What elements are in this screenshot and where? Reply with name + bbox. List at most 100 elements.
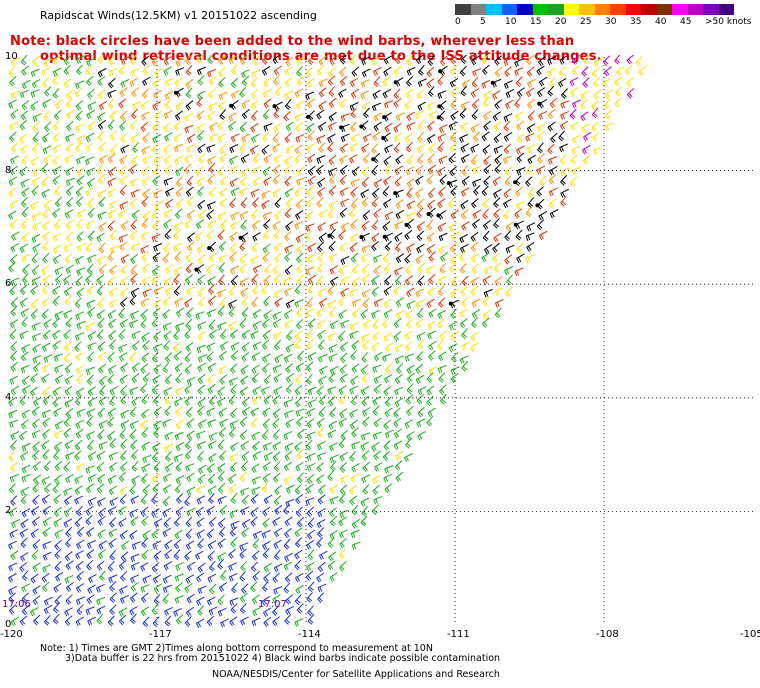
wind-barb [76, 64, 83, 76]
wind-barb [197, 321, 207, 331]
wind-barb [492, 111, 501, 122]
wind-barb [162, 507, 171, 518]
wind-barb [525, 254, 535, 264]
wind-barb [241, 133, 251, 143]
wind-barb [461, 296, 469, 308]
wind-barb [120, 551, 129, 562]
wind-barb [76, 287, 85, 298]
wind-barb [383, 373, 393, 384]
wind-barb [395, 154, 404, 165]
wind-barb [141, 276, 151, 286]
wind-barb [141, 196, 149, 208]
wind-barb [296, 243, 305, 254]
wind-barb [142, 132, 150, 143]
wind-barb [273, 586, 283, 595]
wind-barb [338, 330, 346, 342]
wind-barb [207, 68, 217, 78]
wind-barb [118, 328, 126, 340]
wind-barb [96, 329, 104, 340]
wind-barb [239, 416, 248, 427]
wind-barb [295, 198, 304, 210]
wind-barb [317, 527, 325, 538]
wind-barb [64, 398, 74, 408]
wind-barb [415, 110, 424, 120]
wind-barb [251, 617, 261, 627]
wind-barb [173, 266, 183, 276]
wind-barb [580, 99, 588, 110]
legend-swatch [486, 4, 502, 15]
longitude-label: -111 [447, 629, 470, 640]
wind-barb [152, 134, 161, 144]
wind-barb [361, 176, 370, 188]
wind-barb [383, 55, 393, 65]
wind-barb [482, 296, 491, 307]
wind-barb [41, 67, 51, 77]
wind-barb [559, 143, 569, 153]
wind-barb [197, 74, 205, 86]
wind-barb [395, 450, 404, 461]
wind-barb [426, 78, 435, 89]
wind-barb [371, 286, 380, 297]
wind-barb [239, 548, 247, 559]
wind-barb [197, 362, 206, 373]
wind-barb [19, 166, 28, 177]
wind-barb [349, 142, 358, 153]
wind-barb [207, 362, 216, 373]
wind-barb [196, 517, 205, 528]
wind-barb [131, 87, 140, 98]
wind-barb [241, 518, 251, 529]
wind-barb [427, 320, 437, 330]
wind-barb [219, 176, 228, 186]
wind-barb [142, 64, 151, 76]
wind-barb [252, 395, 262, 406]
wind-barb [262, 540, 271, 551]
wind-barb [21, 232, 30, 243]
wind-barb [53, 407, 62, 417]
wind-barb [527, 78, 537, 88]
wind-barb [448, 343, 458, 353]
wind-barb [220, 328, 227, 340]
wind-barb [153, 78, 162, 88]
wind-barb [197, 585, 207, 595]
wind-barb [206, 209, 215, 220]
wind-barb [504, 230, 512, 242]
wind-barb [97, 407, 106, 419]
wind-barb [32, 131, 40, 143]
wind-barb [197, 605, 205, 616]
wind-barb [263, 616, 272, 627]
wind-barb [32, 167, 42, 177]
wind-barb [527, 197, 535, 209]
wind-barb [241, 583, 249, 595]
wind-barb [340, 55, 347, 65]
legend-swatch [470, 4, 486, 15]
wind-barb [262, 418, 271, 429]
wind-barb [437, 133, 447, 143]
wind-barb [85, 65, 93, 76]
wind-barb [393, 318, 402, 329]
wind-barb [65, 408, 74, 419]
wind-barb [231, 582, 238, 594]
wind-barb [208, 329, 218, 340]
wind-barb [96, 232, 105, 243]
wind-barb [383, 473, 393, 483]
wind-barb [338, 516, 347, 527]
footer-credit: NOAA/NESDIS/Center for Satellite Applica… [212, 669, 500, 680]
wind-barb [229, 420, 239, 429]
wind-barb [439, 124, 448, 134]
wind-barb [481, 79, 491, 89]
wind-barb [349, 77, 359, 88]
wind-barb [65, 166, 75, 176]
wind-barb [340, 113, 350, 122]
wind-barb [296, 306, 303, 318]
wind-barb [560, 100, 570, 109]
wind-barb [197, 143, 206, 154]
wind-barb [262, 581, 269, 592]
wind-barb [350, 88, 360, 99]
wind-barb [275, 85, 282, 97]
wind-barb [395, 209, 405, 220]
wind-barb [383, 155, 392, 166]
wind-barb [65, 452, 75, 461]
wind-barb [351, 308, 361, 319]
wind-barb [307, 165, 316, 176]
wind-barb [120, 78, 130, 88]
